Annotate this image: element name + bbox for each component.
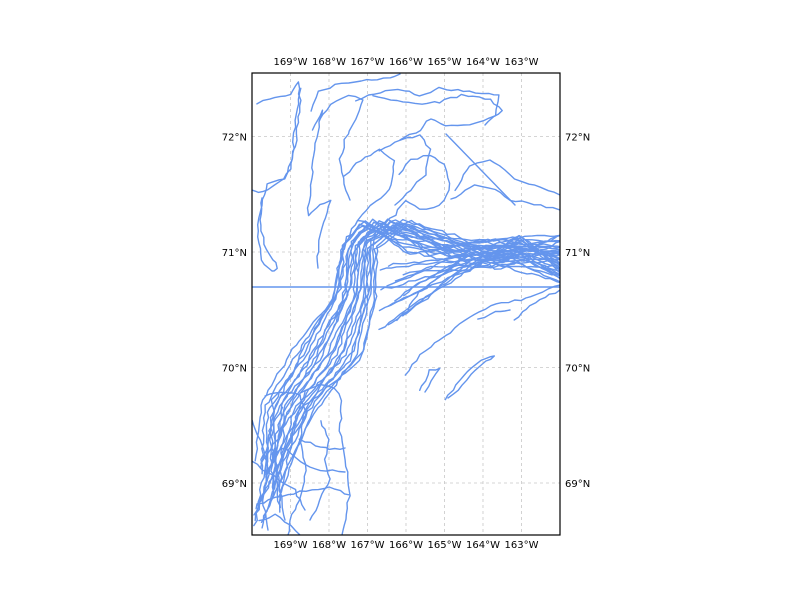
- drifter-track: [264, 391, 307, 535]
- lat-label-right: 72°N: [565, 133, 590, 144]
- drifter-track: [309, 420, 331, 521]
- lon-label-top: 163°W: [505, 57, 539, 68]
- coordinate-labels: 169°W 169°W 168°W 168°W 167°W 167°W 166°W 166°W…: [222, 57, 590, 551]
- lat-label-left: 72°N: [222, 133, 247, 144]
- drifter-track: [256, 486, 351, 505]
- drifter-track: [258, 513, 301, 535]
- map-border: [251, 72, 561, 536]
- drifter-track: [257, 87, 302, 272]
- drifter-track: [343, 148, 396, 221]
- drifter-track: [477, 309, 511, 320]
- lat-label-left: 71°N: [222, 248, 247, 259]
- drifter-track: [261, 222, 560, 529]
- drifter-track: [260, 219, 560, 523]
- lon-label-bottom: 168°W: [312, 540, 346, 551]
- lon-label-top: 169°W: [274, 57, 308, 68]
- drifter-track: [279, 224, 560, 502]
- drifter-track: [252, 460, 306, 511]
- lon-label-bottom: 163°W: [505, 540, 539, 551]
- lat-label-right: 69°N: [565, 479, 590, 490]
- drifter-track: [387, 249, 560, 280]
- drifter-track: [419, 367, 441, 393]
- lat-label-right: 71°N: [565, 248, 590, 259]
- graticule: [252, 73, 560, 535]
- drifter-track: [252, 81, 302, 194]
- drifter-track: [310, 73, 401, 112]
- lon-label-bottom: 167°W: [351, 540, 385, 551]
- lon-label-top: 164°W: [466, 57, 500, 68]
- drifter-track: [444, 355, 495, 401]
- drifter-track: [270, 447, 346, 473]
- drifter-track: [513, 289, 560, 321]
- drifter-track: [379, 154, 451, 226]
- drifter-track: [378, 134, 432, 206]
- drifter-track: [454, 159, 560, 196]
- drifter-track: [445, 133, 516, 206]
- drifter-track: [268, 406, 286, 521]
- drifter-track: [402, 235, 560, 276]
- drifter-track: [300, 383, 351, 535]
- lon-label-top: 166°W: [389, 57, 423, 68]
- lon-label-top: 168°W: [312, 57, 346, 68]
- drifter-track: [355, 86, 500, 141]
- drifter-track: [404, 284, 560, 376]
- drifter-track: [318, 94, 364, 201]
- lon-label-bottom: 165°W: [428, 540, 462, 551]
- drifter-track: [298, 438, 346, 451]
- lon-label-bottom: 164°W: [466, 540, 500, 551]
- drifter-track: [450, 184, 560, 211]
- drifter-track: [272, 221, 560, 491]
- drifter-track: [272, 224, 560, 495]
- drifter-track: [306, 109, 332, 269]
- lat-label-right: 70°N: [565, 364, 590, 375]
- drifter-tracks: [252, 73, 560, 535]
- drifter-track: [372, 93, 503, 126]
- drifter-track: [403, 248, 560, 297]
- lat-label-left: 70°N: [222, 364, 247, 375]
- lon-label-top: 167°W: [351, 57, 385, 68]
- lon-label-top: 165°W: [428, 57, 462, 68]
- lat-label-left: 69°N: [222, 479, 247, 490]
- lon-label-bottom: 169°W: [274, 540, 308, 551]
- lon-label-bottom: 166°W: [389, 540, 423, 551]
- drifter-track: [255, 225, 560, 510]
